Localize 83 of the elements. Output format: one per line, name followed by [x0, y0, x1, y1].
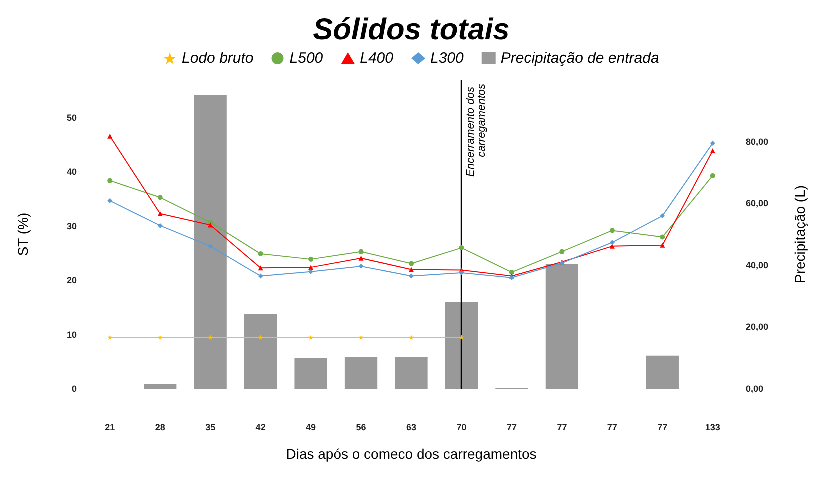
x-tick-label: 49: [306, 422, 316, 432]
legend-label: L400: [360, 50, 394, 67]
point: [710, 173, 716, 178]
y2-axis-title: Precipitação (L): [792, 185, 808, 284]
x-tick-label: 77: [607, 422, 618, 432]
point: [660, 214, 666, 219]
point: [660, 242, 666, 248]
x-tick-label: 77: [557, 422, 568, 432]
x-tick-label: 63: [406, 422, 417, 432]
y2-tick-label: 0,00: [746, 384, 764, 394]
x-tick-label: 21: [105, 422, 116, 432]
y-tick-label: 30: [66, 221, 77, 232]
point: [108, 134, 113, 139]
x-tick-label: 56: [356, 422, 366, 432]
point: [208, 335, 214, 340]
legend-label: L500: [290, 50, 324, 67]
point: [358, 256, 364, 261]
point: [308, 256, 314, 262]
point: [409, 274, 414, 279]
point: [308, 269, 314, 274]
point: [158, 211, 163, 216]
point: [409, 335, 414, 340]
x-tick-label: 133: [705, 422, 720, 432]
bar: [344, 357, 378, 389]
point: [108, 178, 113, 184]
point: [560, 249, 565, 254]
x-tick-label: 35: [206, 422, 216, 432]
point: [258, 252, 264, 257]
point: [509, 270, 514, 275]
x-axis-title: Dias após o comeco dos carregamentos: [286, 446, 537, 462]
bar: [646, 356, 679, 389]
y-tick-label: 10: [66, 330, 77, 340]
point: [158, 335, 163, 340]
point: [610, 240, 615, 246]
point: [459, 335, 464, 340]
x-tick-label: 77: [658, 422, 668, 432]
chart-title: Sólidos totais: [313, 14, 510, 46]
y-tick-label: 40: [66, 167, 77, 178]
legend-label: L300: [430, 50, 465, 67]
y-tick-label: 20: [66, 276, 77, 286]
point: [108, 198, 113, 204]
point: [108, 335, 113, 340]
y-tick-label: 0: [72, 384, 77, 394]
point: [358, 335, 364, 340]
y-tick-label: 50: [66, 112, 77, 123]
bar: [395, 357, 428, 389]
point: [208, 222, 214, 228]
ref-line-label: Encerramento dos carregamentos: [465, 84, 488, 177]
point: [710, 140, 716, 146]
point: [208, 244, 214, 249]
point: [409, 267, 414, 272]
x-tick-label: 70: [456, 422, 467, 432]
point: [258, 274, 264, 279]
y2-tick-label: 60,00: [746, 198, 769, 209]
point: [258, 335, 264, 340]
bar: [144, 384, 177, 389]
point: [459, 270, 464, 276]
bar: [546, 264, 579, 389]
y-axis-title: ST (%): [15, 212, 31, 256]
bar: [244, 314, 278, 389]
point: [409, 261, 414, 266]
point: [459, 246, 464, 251]
point: [158, 195, 163, 200]
point: [660, 234, 666, 240]
point: [158, 223, 163, 228]
legend-label: Lodo bruto: [182, 50, 254, 67]
point: [610, 228, 615, 234]
point: [308, 335, 314, 340]
point: [308, 265, 314, 270]
y2-tick-label: 40,00: [746, 260, 769, 270]
bar: [294, 358, 328, 389]
point: [358, 249, 364, 254]
x-tick-label: 77: [506, 422, 517, 432]
x-tick-label: 42: [256, 422, 266, 432]
point: [710, 148, 716, 154]
y2-tick-label: 80,00: [746, 136, 769, 147]
point: [358, 264, 364, 269]
bar: [194, 95, 227, 389]
point: [258, 266, 264, 271]
x-tick-label: 28: [155, 422, 166, 432]
legend-label: Precipitação de entrada: [500, 50, 660, 67]
bar: [445, 302, 478, 389]
y2-tick-label: 20,00: [746, 322, 769, 332]
